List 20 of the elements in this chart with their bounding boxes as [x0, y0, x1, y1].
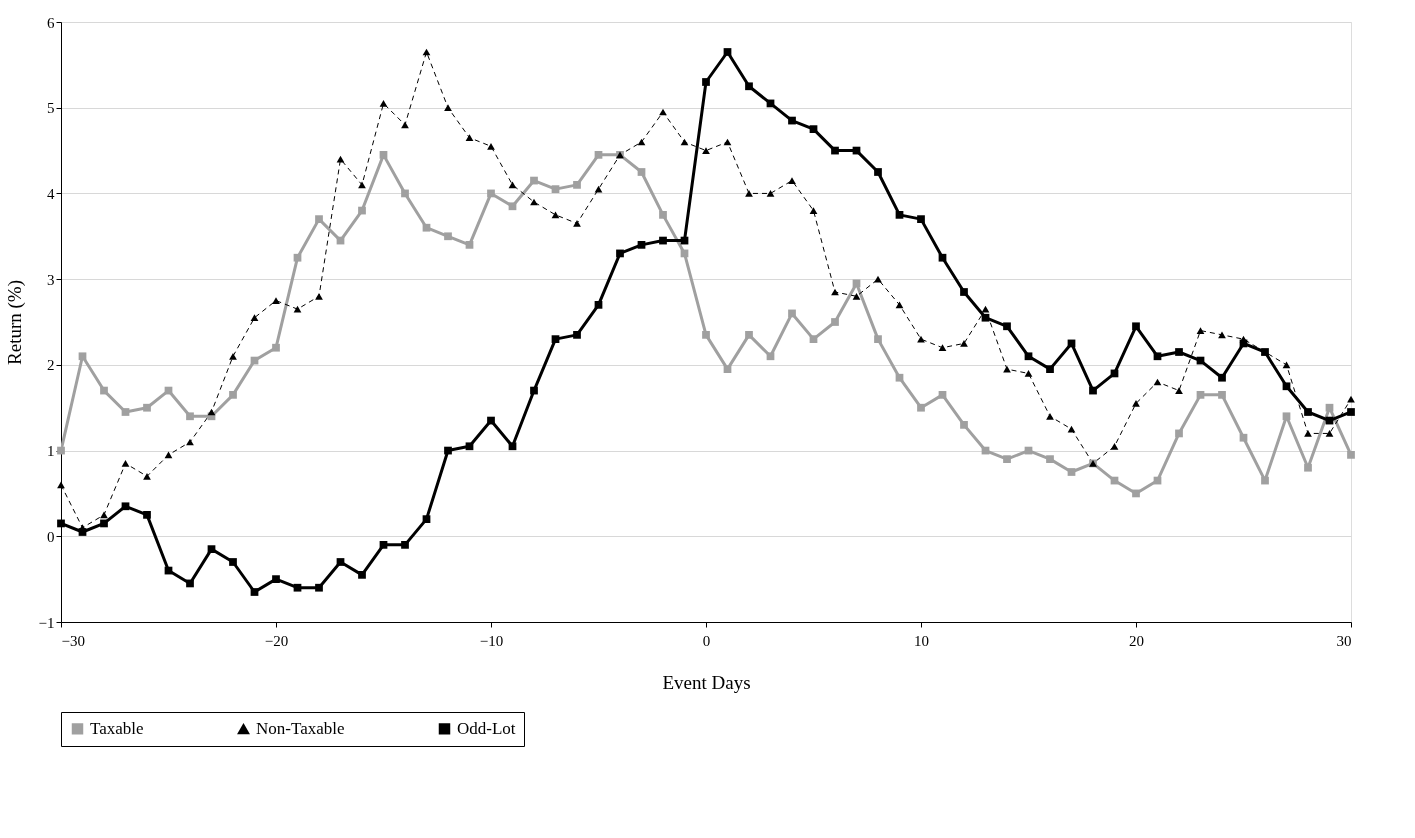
x-tick-label: 10 [914, 632, 929, 649]
y-tick-label: 5 [47, 100, 55, 117]
y-tick-label: 6 [47, 14, 55, 31]
legend-label: Taxable [90, 718, 144, 738]
y-tick-label: 2 [47, 357, 55, 374]
legend-label: Odd-Lot [457, 718, 516, 738]
x-axis-title: Event Days [662, 671, 751, 693]
x-tick-label: −20 [264, 632, 289, 649]
y-tick-label: 3 [47, 271, 55, 288]
y-tick-label: 1 [47, 443, 55, 460]
x-tick-label: −10 [479, 632, 504, 649]
legend-label: Non-Taxable [256, 719, 345, 739]
x-tick-label: 20 [1129, 632, 1144, 649]
y-axis-title: Return (%) [3, 280, 26, 365]
x-tick-label: 0 [702, 632, 711, 649]
y-tick-label: 0 [47, 528, 55, 545]
y-tick-label: −1 [38, 614, 55, 631]
x-tick-label: −30 [61, 632, 85, 649]
x-tick-label: 30 [1336, 632, 1352, 649]
y-tick-label: 4 [47, 185, 55, 202]
